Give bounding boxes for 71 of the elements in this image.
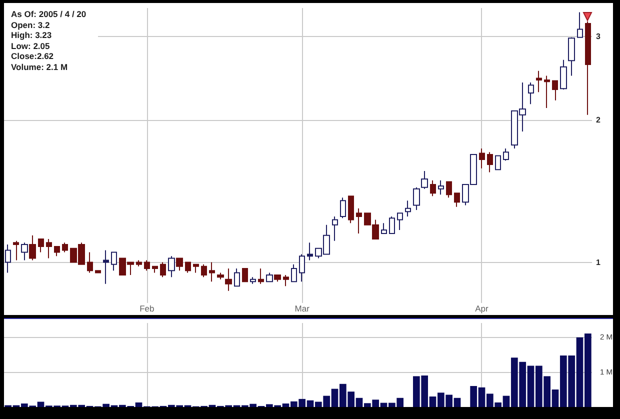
- y-tick-label: 1: [596, 258, 601, 267]
- candlestick: [225, 268, 232, 292]
- candlestick: [438, 180, 444, 196]
- candlestick: [381, 222, 387, 234]
- y-tick-label: 2: [596, 115, 601, 124]
- candlestick: [13, 240, 19, 261]
- annotation: Open: 3.2: [11, 20, 51, 30]
- candlestick: [103, 250, 109, 284]
- candlestick: [136, 260, 142, 267]
- annotation: High: 3.23: [11, 30, 53, 40]
- x-tick-label: Apr: [475, 304, 489, 314]
- candlestick: [577, 12, 583, 38]
- candlestick: [585, 21, 591, 116]
- annotation: As Of: 2005 / 4 / 20: [11, 9, 86, 20]
- candlestick: [299, 254, 305, 282]
- candlestick: [421, 170, 428, 190]
- y-tick-label: 3: [596, 32, 601, 42]
- candlestick: [528, 82, 534, 105]
- candlestick: [152, 266, 158, 274]
- annotation: Close:2.62: [11, 51, 55, 62]
- candlestick: [446, 181, 452, 198]
- annotation: Low: 2.05: [11, 40, 51, 51]
- candlestick: [176, 258, 183, 272]
- candlestick: [568, 36, 575, 76]
- candlestick: [258, 268, 264, 284]
- candlestick: [405, 200, 411, 217]
- candlestick: [283, 274, 289, 287]
- candlestick: [413, 186, 420, 210]
- candlestick: [201, 264, 207, 278]
- candlestick: [544, 75, 550, 108]
- candlestick: [234, 268, 240, 287]
- candlestick: [54, 246, 60, 257]
- candlestick: [46, 238, 52, 259]
- candlestick: [266, 272, 273, 282]
- candlestick: [454, 192, 460, 208]
- candlestick: [29, 234, 36, 261]
- candlestick: [332, 216, 338, 242]
- candlestick: [242, 268, 248, 282]
- candlestick: [503, 148, 509, 162]
- candlestick: [250, 276, 256, 284]
- candlestick: [552, 80, 558, 101]
- candlestick: [62, 242, 68, 253]
- candlestick: [340, 197, 346, 219]
- candlestick: [21, 242, 28, 261]
- candlestick: [193, 264, 199, 274]
- x-tick-label: Mar: [294, 304, 310, 314]
- candlestick: [487, 152, 493, 173]
- candlestick: [495, 155, 501, 170]
- x-tick-label: Feb: [140, 304, 155, 314]
- candlestick: [389, 216, 395, 234]
- candlestick: [168, 256, 175, 278]
- candlestick: [38, 238, 44, 253]
- candlestick: [95, 270, 101, 274]
- candlestick: [217, 272, 224, 280]
- candlestick: [160, 262, 166, 278]
- candlestick: [209, 262, 215, 282]
- candlestick: [87, 252, 93, 274]
- candlestick: [185, 262, 191, 274]
- candlestick: [536, 70, 542, 93]
- candlestick: [307, 242, 313, 261]
- candlestick: [348, 196, 354, 224]
- candlestick: [430, 180, 436, 197]
- annotation: Volume: 2.1 M: [11, 62, 69, 72]
- candlestick: [356, 208, 362, 234]
- candlestick: [274, 274, 281, 282]
- candlestick: [560, 59, 567, 90]
- candlestick: [291, 264, 297, 282]
- candlestick: [397, 212, 403, 231]
- candlestick: [111, 252, 117, 272]
- candlestick: [144, 260, 150, 272]
- candlestick: [479, 148, 485, 169]
